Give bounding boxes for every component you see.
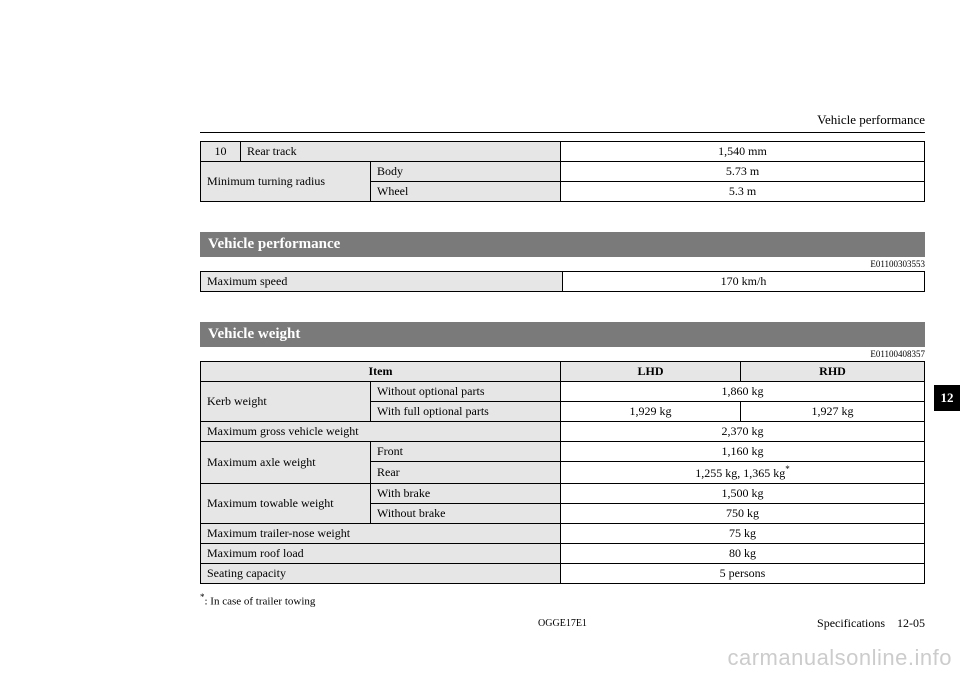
footer-section-label: Specifications xyxy=(817,616,885,630)
table-row: Minimum turning radius Body 5.73 m xyxy=(201,162,925,182)
cell: Seating capacity xyxy=(201,564,561,584)
cell: 1,929 kg xyxy=(561,402,741,422)
cell: Front xyxy=(371,442,561,462)
section-heading-weight: Vehicle weight xyxy=(200,322,925,347)
table-row: Maximum axle weight Front 1,160 kg xyxy=(201,442,925,462)
page-content: Vehicle performance 10 Rear track 1,540 … xyxy=(200,112,925,631)
cell: With full optional parts xyxy=(371,402,561,422)
cell: Kerb weight xyxy=(201,382,371,422)
footnote: *: In case of trailer towing xyxy=(200,592,925,608)
cell: Without optional parts xyxy=(371,382,561,402)
watermark: carmanualsonline.info xyxy=(727,645,952,671)
cell: 1,927 kg xyxy=(741,402,925,422)
running-header: Vehicle performance xyxy=(200,112,925,128)
column-header: LHD xyxy=(561,362,741,382)
table-row: Seating capacity 5 persons xyxy=(201,564,925,584)
dimensions-table: 10 Rear track 1,540 mm Minimum turning r… xyxy=(200,141,925,202)
footer-page: Specifications 12-05 xyxy=(817,616,925,631)
cell: 80 kg xyxy=(561,544,925,564)
table-row: Maximum trailer-nose weight 75 kg xyxy=(201,524,925,544)
section-code: E01100303553 xyxy=(200,259,925,269)
cell: Without brake xyxy=(371,504,561,524)
weight-table: Item LHD RHD Kerb weight Without optiona… xyxy=(200,361,925,584)
cell: 10 xyxy=(201,142,241,162)
cell: Maximum trailer-nose weight xyxy=(201,524,561,544)
header-rule xyxy=(200,132,925,133)
cell: Body xyxy=(371,162,561,182)
section-heading-performance: Vehicle performance xyxy=(200,232,925,257)
table-header-row: Item LHD RHD xyxy=(201,362,925,382)
cell: Maximum towable weight xyxy=(201,484,371,524)
cell: 2,370 kg xyxy=(561,422,925,442)
cell: Rear track xyxy=(241,142,561,162)
cell: Wheel xyxy=(371,182,561,202)
cell: Rear xyxy=(371,462,561,484)
table-row: 10 Rear track 1,540 mm xyxy=(201,142,925,162)
table-row: Maximum speed 170 km/h xyxy=(201,272,925,292)
cell: 1,255 kg, 1,365 kg* xyxy=(561,462,925,484)
cell: 1,160 kg xyxy=(561,442,925,462)
cell: With brake xyxy=(371,484,561,504)
cell: Maximum axle weight xyxy=(201,442,371,484)
column-header: RHD xyxy=(741,362,925,382)
cell: Minimum turning radius xyxy=(201,162,371,202)
cell: 5.73 m xyxy=(561,162,925,182)
cell: 1,860 kg xyxy=(561,382,925,402)
table-row: Maximum roof load 80 kg xyxy=(201,544,925,564)
footnote-marker: * xyxy=(785,464,790,474)
performance-table: Maximum speed 170 km/h xyxy=(200,271,925,292)
cell: 5.3 m xyxy=(561,182,925,202)
cell: Maximum gross vehicle weight xyxy=(201,422,561,442)
cell: 170 km/h xyxy=(563,272,925,292)
section-code: E01100408357 xyxy=(200,349,925,359)
cell: 75 kg xyxy=(561,524,925,544)
footer-code: OGGE17E1 xyxy=(538,618,587,629)
column-header: Item xyxy=(201,362,561,382)
cell: Maximum roof load xyxy=(201,544,561,564)
table-row: Kerb weight Without optional parts 1,860… xyxy=(201,382,925,402)
cell: 750 kg xyxy=(561,504,925,524)
table-row: Maximum towable weight With brake 1,500 … xyxy=(201,484,925,504)
footnote-marker: * xyxy=(200,592,205,602)
cell: 5 persons xyxy=(561,564,925,584)
table-row: Maximum gross vehicle weight 2,370 kg xyxy=(201,422,925,442)
footer-page-number: 12-05 xyxy=(897,616,925,630)
cell: 1,500 kg xyxy=(561,484,925,504)
chapter-tab: 12 xyxy=(934,385,960,411)
cell: Maximum speed xyxy=(201,272,563,292)
cell: 1,540 mm xyxy=(561,142,925,162)
page-footer: OGGE17E1 Specifications 12-05 xyxy=(200,616,925,631)
